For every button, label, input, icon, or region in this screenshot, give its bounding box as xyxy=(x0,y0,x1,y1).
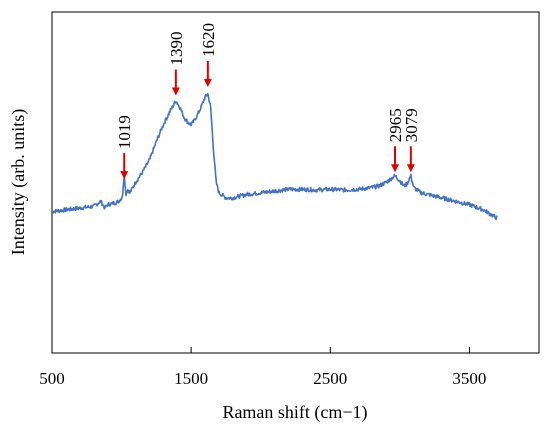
peak-annotation: 2965 xyxy=(386,108,405,173)
peak-label: 2965 xyxy=(386,108,405,142)
peak-label: 1620 xyxy=(199,23,218,57)
peak-label: 3079 xyxy=(402,108,421,142)
x-axis-ticks: 500 1500 2500 3500 xyxy=(39,347,486,388)
peak-arrow-head xyxy=(120,171,129,180)
peak-label: 1390 xyxy=(167,32,186,66)
peak-arrow-head xyxy=(390,164,399,173)
x-axis-title: Raman shift (cm−1) xyxy=(222,402,367,423)
x-tick-label: 1500 xyxy=(174,369,208,388)
peak-arrow-head xyxy=(406,164,415,173)
x-tick-label: 2500 xyxy=(313,369,347,388)
x-tick-label: 500 xyxy=(39,369,65,388)
plot-frame xyxy=(51,11,540,354)
peak-annotation: 3079 xyxy=(402,108,421,173)
y-axis-title: Intensity (arb. units) xyxy=(8,109,29,255)
spectrum-line xyxy=(51,92,498,221)
peak-arrow-head xyxy=(171,87,180,96)
series-layer xyxy=(51,92,498,221)
peak-annotation: 1019 xyxy=(115,115,134,180)
peak-annotation: 1620 xyxy=(199,23,218,88)
peak-arrow-head xyxy=(203,79,212,88)
peak-annotation: 1390 xyxy=(167,32,186,96)
peak-label: 1019 xyxy=(115,115,134,149)
x-tick-label: 3500 xyxy=(452,369,486,388)
